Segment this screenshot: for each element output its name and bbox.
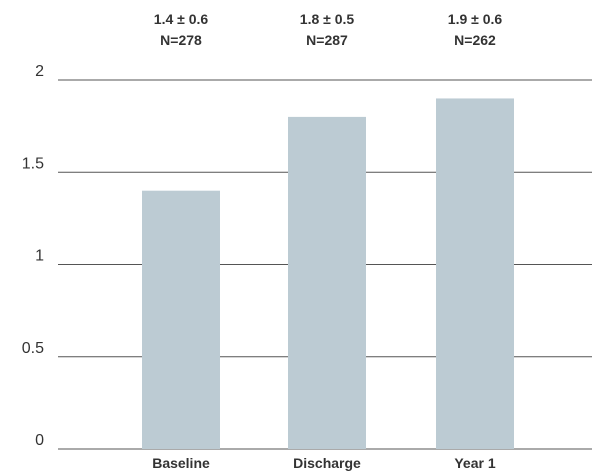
bar-data-labels: 1.4 ± 0.6 N=278 1.8 ± 0.5 N=287 1.9 ± 0.6 N=2… (154, 11, 503, 48)
bar-n-label: N=278 (160, 32, 202, 48)
bar-value-label: 1.9 ± 0.6 (448, 11, 503, 27)
x-category-label: Year 1 (454, 455, 495, 471)
y-tick-label: 0.5 (22, 340, 44, 357)
y-tick-label: 0 (35, 432, 44, 449)
x-axis-category-labels: Baseline Discharge Year 1 (152, 455, 496, 471)
bars (142, 98, 514, 450)
bar-baseline (142, 190, 220, 449)
y-axis-tick-labels: 0 0.5 1 1.5 2 (22, 63, 44, 449)
x-category-label: Baseline (152, 455, 210, 471)
y-tick-label: 1 (35, 248, 44, 265)
bar-value-label: 1.4 ± 0.6 (154, 11, 209, 27)
x-category-label: Discharge (293, 455, 361, 471)
y-tick-label: 2 (35, 63, 44, 80)
bar-discharge (288, 116, 366, 450)
bar-n-label: N=262 (454, 32, 496, 48)
y-tick-label: 1.5 (22, 155, 44, 172)
bar-n-label: N=287 (306, 32, 348, 48)
bar-year-1 (436, 98, 514, 449)
bar-value-label: 1.8 ± 0.5 (300, 11, 355, 27)
